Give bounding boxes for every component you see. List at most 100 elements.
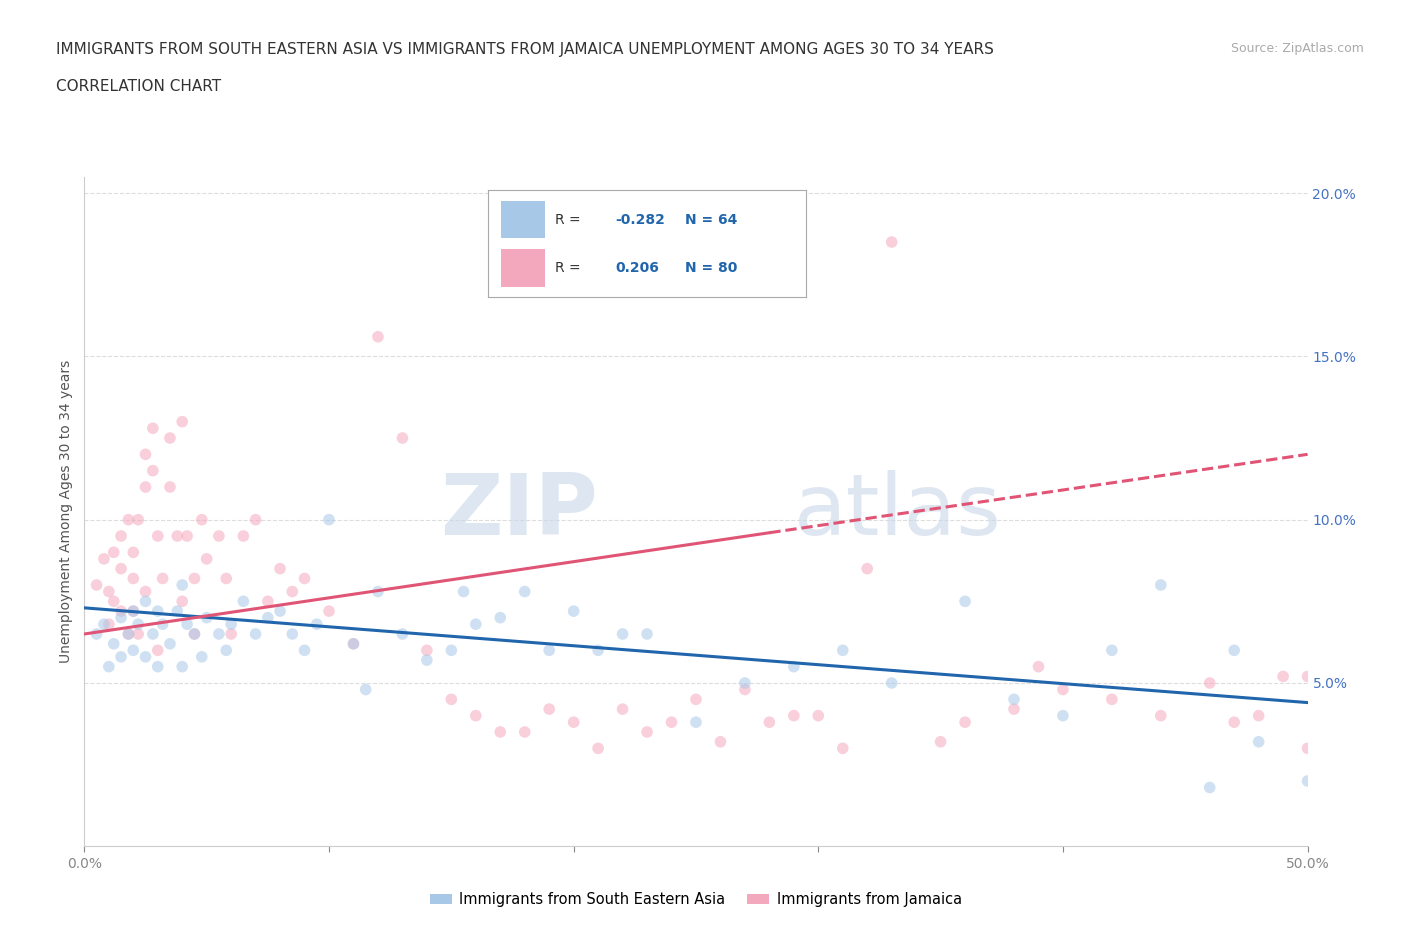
Point	[159, 636, 181, 651]
Point	[513, 584, 536, 599]
Point	[929, 735, 952, 750]
Point	[195, 551, 218, 566]
Point	[391, 627, 413, 642]
Point	[318, 604, 340, 618]
Point	[176, 528, 198, 543]
Point	[294, 643, 316, 658]
Point	[880, 234, 903, 249]
Point	[953, 594, 976, 609]
Point	[215, 571, 238, 586]
Point	[97, 659, 120, 674]
Point	[135, 594, 157, 609]
Point	[586, 643, 609, 658]
Point	[146, 643, 169, 658]
Point	[318, 512, 340, 527]
Point	[758, 715, 780, 730]
Point	[269, 604, 291, 618]
Point	[1101, 692, 1123, 707]
Point	[142, 420, 165, 435]
Point	[195, 610, 218, 625]
Point	[440, 692, 463, 707]
Point	[127, 627, 149, 642]
Point	[103, 545, 125, 560]
Point	[103, 594, 125, 609]
Point	[232, 594, 254, 609]
Point	[1272, 669, 1295, 684]
Point	[416, 643, 439, 658]
Point	[86, 627, 108, 642]
Point	[391, 431, 413, 445]
Point	[880, 675, 903, 690]
Point	[215, 643, 238, 658]
Point	[135, 584, 157, 599]
Point	[1223, 643, 1246, 658]
Point	[208, 528, 231, 543]
Point	[117, 627, 139, 642]
Point	[586, 741, 609, 756]
Point	[152, 617, 174, 631]
Point	[305, 617, 328, 631]
Point	[489, 724, 512, 739]
Point	[281, 627, 304, 642]
Point	[1150, 578, 1173, 592]
Point	[612, 701, 634, 716]
Point	[831, 741, 853, 756]
Point	[122, 643, 145, 658]
Point	[734, 675, 756, 690]
Point	[122, 604, 145, 618]
Point	[1247, 735, 1270, 750]
Point	[245, 627, 267, 642]
Point	[122, 545, 145, 560]
Point	[86, 578, 108, 592]
Point	[97, 617, 120, 631]
Legend: Immigrants from South Eastern Asia, Immigrants from Jamaica: Immigrants from South Eastern Asia, Immi…	[425, 886, 967, 912]
Point	[709, 735, 731, 750]
Point	[685, 692, 707, 707]
Point	[734, 682, 756, 697]
Point	[93, 617, 115, 631]
Point	[783, 659, 806, 674]
Point	[856, 561, 879, 576]
Point	[367, 584, 389, 599]
Point	[269, 561, 291, 576]
Point	[122, 571, 145, 586]
Point	[453, 584, 475, 599]
Point	[172, 659, 194, 674]
Point	[191, 512, 214, 527]
Point	[783, 709, 806, 724]
Point	[135, 480, 157, 495]
Point	[146, 659, 169, 674]
Point	[172, 578, 194, 592]
Point	[159, 431, 181, 445]
Point	[685, 715, 707, 730]
Point	[831, 643, 853, 658]
Point	[1002, 701, 1025, 716]
Point	[1296, 741, 1319, 756]
Point	[1296, 669, 1319, 684]
Point	[1150, 709, 1173, 724]
Point	[562, 715, 585, 730]
Point	[636, 627, 658, 642]
Point	[1247, 709, 1270, 724]
Point	[142, 627, 165, 642]
Point	[294, 571, 316, 586]
Point	[183, 571, 205, 586]
Point	[117, 512, 139, 527]
Point	[245, 512, 267, 527]
Point	[219, 627, 242, 642]
Point	[219, 617, 242, 631]
Point	[172, 414, 194, 429]
Point	[183, 627, 205, 642]
Text: IMMIGRANTS FROM SOUTH EASTERN ASIA VS IMMIGRANTS FROM JAMAICA UNEMPLOYMENT AMONG: IMMIGRANTS FROM SOUTH EASTERN ASIA VS IM…	[56, 42, 994, 57]
Point	[208, 627, 231, 642]
Point	[257, 594, 280, 609]
Point	[110, 561, 132, 576]
Text: ZIP: ZIP	[440, 470, 598, 553]
Point	[176, 617, 198, 631]
Y-axis label: Unemployment Among Ages 30 to 34 years: Unemployment Among Ages 30 to 34 years	[59, 360, 73, 663]
Point	[146, 604, 169, 618]
Point	[538, 701, 561, 716]
Point	[1198, 780, 1220, 795]
Point	[281, 584, 304, 599]
Point	[117, 627, 139, 642]
